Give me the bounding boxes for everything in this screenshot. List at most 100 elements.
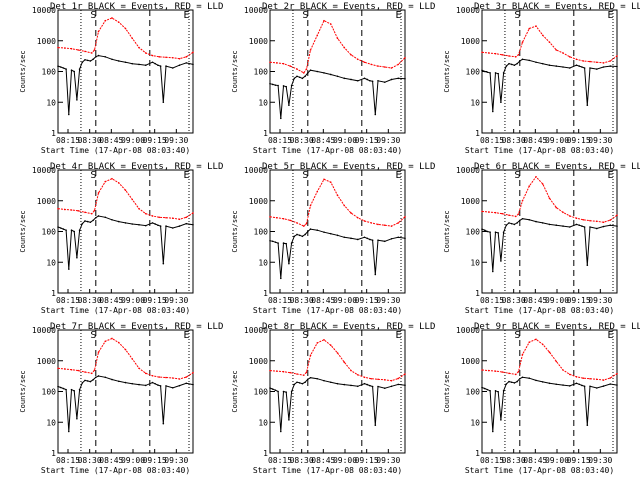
events-point: [586, 264, 589, 267]
y-tick-label: 1: [51, 129, 56, 138]
x-tick-label: 09:00: [333, 296, 357, 305]
events-point: [301, 235, 304, 238]
events-point: [307, 230, 309, 233]
y-tick-label: 10: [46, 98, 56, 107]
events-point: [521, 58, 524, 61]
y-tick-label: 100: [254, 388, 269, 397]
x-tick-label: 08:15: [56, 296, 80, 305]
y-tick-label: 1: [51, 289, 56, 298]
lld-series-line: [481, 176, 618, 223]
lld-point: [117, 21, 120, 24]
end-marker-label: E: [396, 330, 402, 341]
events-point: [575, 382, 578, 385]
lld-point: [336, 194, 339, 197]
x-tick-label: 09:15: [567, 296, 591, 305]
lld-point: [111, 177, 113, 180]
y-axis-label: Counts/sec: [443, 210, 451, 252]
events-point: [89, 60, 92, 62]
lld-point: [350, 369, 352, 372]
chart-panel: Det 6r BLACK = Events, RED = LLD10000100…: [443, 162, 640, 315]
chart-panel: Det 4r BLACK = Events, RED = LLD10000100…: [19, 162, 223, 315]
events-point: [329, 232, 332, 235]
lld-point: [158, 216, 161, 219]
lld-point: [521, 199, 524, 202]
events-point: [274, 389, 277, 392]
events-point: [78, 68, 81, 70]
y-tick-label: 10000: [32, 166, 56, 175]
y-tick-label: 10: [470, 98, 480, 107]
events-point: [157, 64, 159, 67]
events-point: [535, 379, 537, 382]
y-tick-label: 1000: [461, 197, 480, 206]
events-point: [390, 78, 393, 81]
lld-point: [138, 367, 140, 370]
lld-point: [582, 60, 585, 62]
y-tick-label: 1000: [37, 37, 56, 46]
events-point: [581, 66, 583, 68]
events-point: [369, 79, 371, 82]
x-tick-label: 08:45: [311, 296, 335, 305]
lld-point: [377, 223, 379, 226]
lld-point: [383, 224, 386, 227]
x-tick-label: 09:15: [567, 136, 591, 145]
lld-point: [575, 376, 578, 378]
lld-point: [93, 369, 96, 372]
lld-point: [541, 183, 544, 185]
lld-point: [350, 212, 352, 214]
events-series-line: [269, 377, 406, 432]
events-point: [336, 382, 339, 385]
events-point: [285, 242, 287, 245]
end-marker-label: E: [608, 10, 614, 21]
events-point: [171, 227, 174, 229]
events-point: [274, 241, 277, 243]
lld-point: [404, 56, 406, 59]
x-tick-label: 09:00: [121, 296, 145, 305]
y-tick-label: 1000: [461, 37, 480, 46]
y-tick-label: 1000: [249, 357, 268, 366]
lld-point: [329, 344, 332, 347]
start-marker-label: S: [514, 330, 520, 341]
events-point: [336, 234, 339, 237]
events-point: [171, 386, 174, 389]
lld-point: [562, 52, 564, 54]
y-tick-label: 10000: [32, 6, 56, 15]
lld-point: [609, 219, 612, 221]
lld-point: [84, 211, 86, 214]
events-point: [78, 388, 81, 391]
x-tick-label: 08:45: [99, 296, 123, 305]
events-point: [117, 220, 120, 223]
lld-point: [171, 56, 174, 59]
lld-point: [289, 65, 292, 67]
events-point: [76, 417, 78, 420]
events-point: [528, 377, 531, 380]
events-point: [95, 56, 97, 58]
events-point: [277, 84, 279, 87]
events-point: [343, 236, 346, 239]
lld-point: [487, 52, 490, 54]
start-marker-label: S: [514, 170, 520, 181]
lld-point: [90, 52, 93, 54]
chart-title: Det 6r BLACK = Events, RED = LLD: [474, 162, 640, 172]
events-point: [298, 382, 301, 384]
events-point: [157, 384, 159, 386]
events-point: [159, 65, 162, 67]
x-axis-label: Start Time (17-Apr-08 08:03:40): [465, 466, 614, 475]
events-point: [92, 379, 94, 381]
events-point: [178, 64, 181, 67]
lld-point: [171, 377, 174, 379]
lld-point: [508, 372, 510, 375]
events-point: [595, 227, 598, 230]
events-point: [57, 385, 59, 388]
y-axis-label: Counts/sec: [443, 370, 451, 412]
x-tick-label: 08:30: [502, 456, 526, 465]
lld-point: [595, 220, 598, 223]
lld-point: [305, 222, 308, 225]
y-axis-label: Counts/sec: [231, 50, 239, 92]
events-point: [486, 230, 489, 233]
events-point: [271, 388, 274, 390]
events-point: [486, 71, 489, 73]
lld-point: [57, 46, 59, 49]
plot-frame: [481, 169, 618, 294]
lld-point: [377, 65, 379, 67]
lld-point: [104, 180, 107, 183]
